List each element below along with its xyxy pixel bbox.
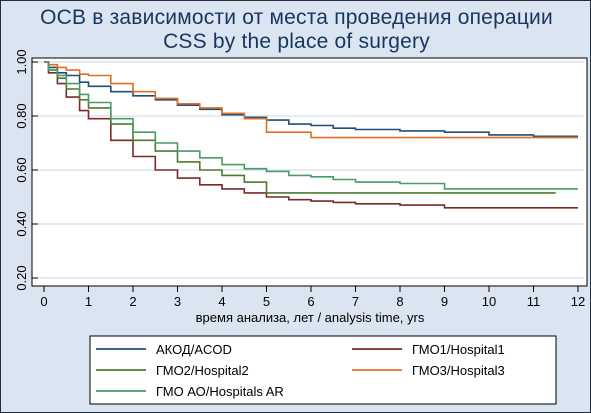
grid (36, 61, 584, 279)
series-line-2 (44, 61, 578, 209)
x-tick-label: 4 (218, 294, 225, 309)
x-tick-label: 6 (307, 294, 314, 309)
chart-title: ОСВ в зависимости от места проведения оп… (40, 6, 553, 29)
x-tick-label: 2 (129, 294, 136, 309)
x-axis-title: время анализа, лет / analysis time, yrs (196, 310, 425, 325)
x-tick-label: 9 (441, 294, 448, 309)
x-tick-label: 12 (571, 294, 585, 309)
y-tick-label: 0.20 (14, 265, 29, 290)
legend-label: ГМО3/Hospital3 (412, 363, 505, 378)
legend-label: АКОД/ACOD (156, 342, 232, 357)
x-tick-label: 8 (396, 294, 403, 309)
legend-label: ГМО2/Hospital2 (156, 363, 249, 378)
x-tick-label: 11 (527, 294, 541, 309)
y-tick-label: 0.40 (14, 211, 29, 236)
x-tick-label: 1 (85, 294, 92, 309)
series-lines (44, 61, 578, 209)
plot-area (31, 57, 588, 287)
x-tick-label: 3 (174, 294, 181, 309)
legend-label: ГМО1/Hospital1 (412, 342, 505, 357)
x-tick-label: 7 (352, 294, 359, 309)
y-tick-label: 0.80 (14, 103, 29, 128)
x-tick-label: 5 (263, 294, 270, 309)
series-line-4 (44, 61, 578, 139)
y-tick-label: 1.00 (14, 49, 29, 74)
x-tick-label: 0 (40, 294, 47, 309)
legend-label: ГМО АО/Hospitals AR (156, 384, 284, 399)
x-tick-label: 10 (482, 294, 496, 309)
legend-box (89, 335, 557, 405)
axes: 0.200.400.600.801.000 1 2 3 4 5 6 7 8 9 10 11 12 (14, 49, 587, 309)
chart-subtitle: CSS by the place of surgery (163, 30, 430, 53)
y-tick-label: 0.60 (14, 157, 29, 182)
series-line-5 (44, 61, 578, 190)
legend: АКОД/ACOD ГМО1/Hospital1 ГМО2/Hospital2 ГМО… (89, 335, 557, 405)
